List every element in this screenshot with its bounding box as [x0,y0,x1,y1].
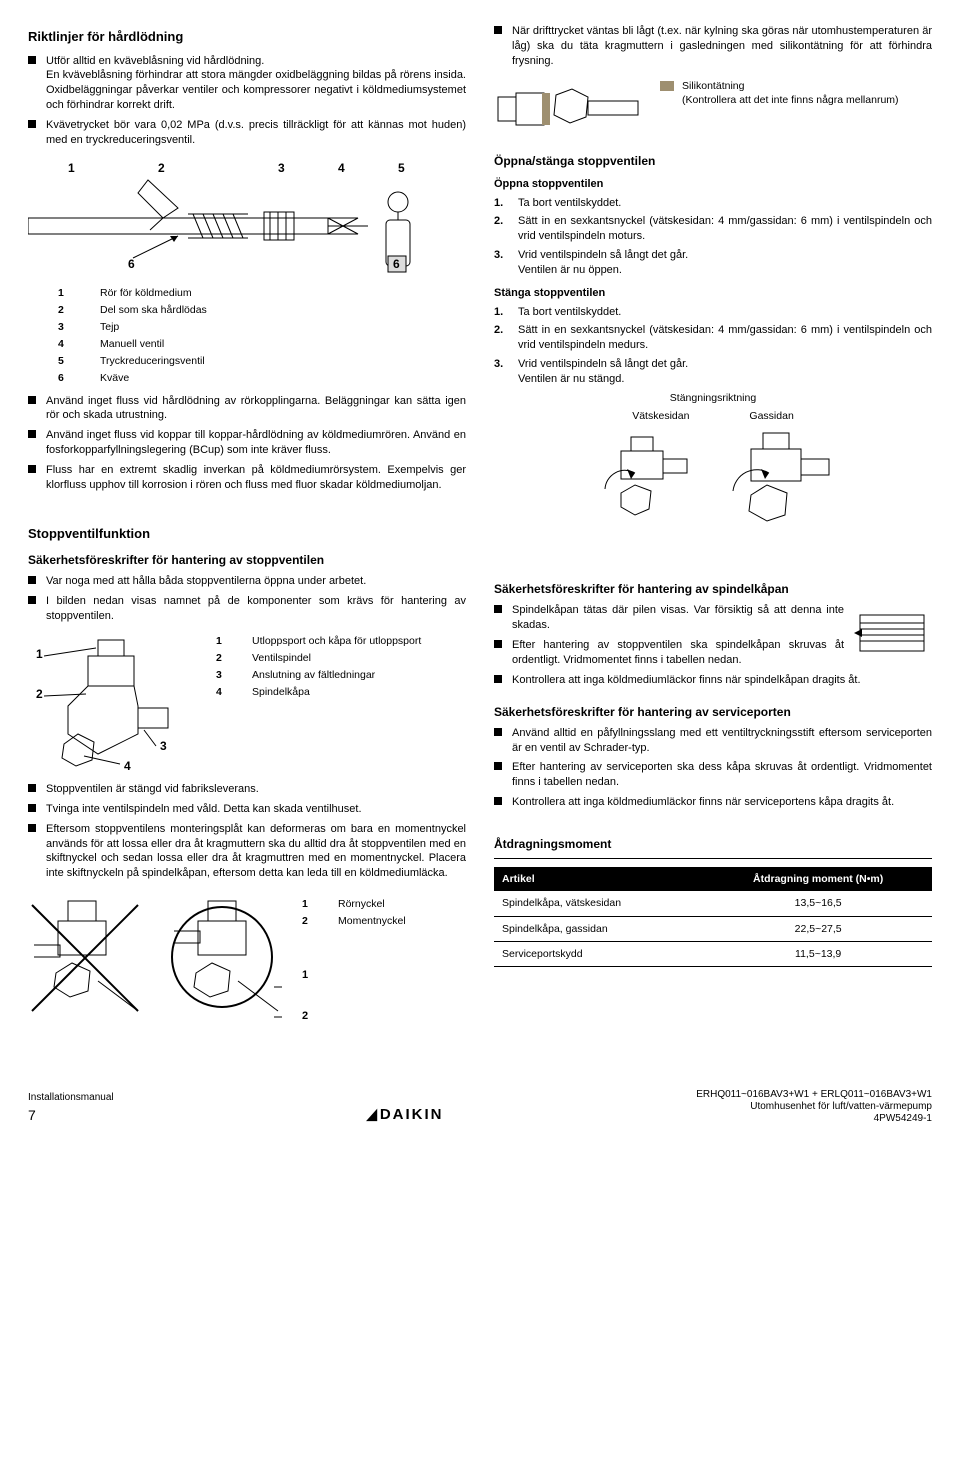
svg-text:6: 6 [393,257,400,271]
figure-stopvalve: 1 2 3 4 1Utloppsport och kåpa för utlopp… [28,634,466,774]
riktlinjer-list-2: Använd inget fluss vid hårdlödning av rö… [28,394,466,493]
heading-stoppventilfunktion: Stoppventilfunktion [28,525,466,543]
svg-text:4: 4 [338,161,345,175]
list-item: Använd inget fluss vid hårdlödning av rö… [28,394,466,424]
service-list: Använd alltid en påfyllningsslang med et… [494,726,932,810]
svg-text:4: 4 [124,759,131,773]
list-item: Kontrollera att inga köldmediumläckor fi… [494,795,932,810]
figure-brazing-legend: 1Rör för köldmedium 2Del som ska hårdlöd… [58,286,466,386]
heading-sakerhet-service: Säkerhetsföreskrifter för hantering av s… [494,704,932,720]
list-item: Vrid ventilspindeln så långt det går.Ven… [494,248,932,278]
stopp-list-2: Stoppventilen är stängd vid fabrikslever… [28,782,466,881]
list-item: Utför alltid en kväveblåsning vid hårdlö… [28,54,466,113]
list-item: Eftersom stoppventilens monteringsplåt k… [28,822,466,881]
list-item: Tvinga inte ventilspindeln med våld. Det… [28,802,466,817]
figure-brazing: 1 2 3 4 5 [28,158,466,278]
table-header: Artikel [494,867,704,891]
list-item: Ta bort ventilskyddet. [494,305,932,320]
list-item: Efter hantering av serviceporten ska des… [494,760,932,790]
table-row: Spindelkåpa, vätskesidan13,5~16,5 [494,891,932,916]
dir-left: Vätskesidan [632,409,689,423]
figure-closing-direction [494,429,932,539]
list-item: I bilden nedan visas namnet på de kompon… [28,594,466,624]
footer-doc-id: 4PW54249-1 [696,1113,932,1125]
list-item: Spindelkåpan tätas där pilen visas. Var … [494,603,932,633]
svg-text:1: 1 [36,647,43,661]
stopp-list-1: Var noga med att hålla båda stoppventile… [28,574,466,624]
heading-sakerhet-stoppventil: Säkerhetsföreskrifter för hantering av s… [28,552,466,568]
list-item: Sätt in en sexkantsnyckel (vätskesidan: … [494,214,932,244]
page-footer: Installationsmanual 7 ◢DAIKIN ERHQ011~01… [28,1089,932,1125]
svg-text:6: 6 [128,257,135,271]
silicone-figure: Silikontätning (Kontrollera att det inte… [494,79,932,139]
heading-oppna-stanga: Öppna/stänga stoppventilen [494,153,932,169]
silicone-label: Silikontätning [682,80,744,92]
stanga-steps: Ta bort ventilskyddet. Sätt in en sexkan… [494,305,932,387]
list-item: Använd alltid en påfyllningsslang med et… [494,726,932,756]
heading-riktlinjer: Riktlinjer för hårdlödning [28,28,466,46]
riktlinjer-list-1: Utför alltid en kväveblåsning vid hårdlö… [28,54,466,148]
svg-text:2: 2 [158,161,165,175]
list-item: Efter hantering av stoppventilen ska spi… [494,638,932,668]
svg-text:2: 2 [36,687,43,701]
brand-logo: ◢DAIKIN [366,1105,443,1125]
list-item: Kvävetrycket bör vara 0,02 MPa (d.v.s. p… [28,118,466,148]
top-right-list: När drifttrycket väntas bli lågt (t.ex. … [494,24,932,69]
list-item: Använd inget fluss vid koppar till koppa… [28,428,466,458]
table-header: Åtdragning moment (N•m) [704,867,932,891]
footer-page-number: 7 [28,1106,114,1125]
dir-right: Gassidan [749,409,793,423]
footer-product: Utomhusenhet för luft/vatten-värmepump [696,1101,932,1113]
heading-sakerhet-spindel: Säkerhetsföreskrifter för hantering av s… [494,581,932,597]
spindel-list: Spindelkåpan tätas där pilen visas. Var … [494,603,932,687]
figure-wrench: 1Rörnyckel 2Momentnyckel 1 2 [28,891,466,1041]
footer-left-title: Installationsmanual [28,1092,114,1104]
footer-model: ERHQ011~016BAV3+W1 + ERLQ011~016BAV3+W1 [696,1089,932,1101]
table-row: Serviceportskydd11,5~13,9 [494,941,932,966]
list-item: När drifttrycket väntas bli lågt (t.ex. … [494,24,932,69]
svg-text:3: 3 [160,739,167,753]
table-row: Spindelkåpa, gassidan22,5~27,5 [494,916,932,941]
list-item: Kontrollera att inga köldmediumläckor fi… [494,673,932,688]
svg-text:1: 1 [68,161,75,175]
list-item: Stoppventilen är stängd vid fabrikslever… [28,782,466,797]
list-item: Vrid ventilspindeln så långt det går.Ven… [494,357,932,387]
heading-stanga: Stänga stoppventilen [494,286,932,301]
svg-text:3: 3 [278,161,285,175]
torque-table: Artikel Åtdragning moment (N•m) Spindelk… [494,867,932,967]
silicone-note: (Kontrollera att det inte finns några me… [682,94,899,106]
list-item: Var noga med att hålla båda stoppventile… [28,574,466,589]
oppna-steps: Ta bort ventilskyddet. Sätt in en sexkan… [494,196,932,278]
heading-oppna: Öppna stoppventilen [494,177,932,192]
list-item: Fluss har en extremt skadlig inverkan på… [28,463,466,493]
svg-text:5: 5 [398,161,405,175]
closing-direction-title: Stängningsriktning [494,391,932,405]
list-item: Ta bort ventilskyddet. [494,196,932,211]
list-item: Sätt in en sexkantsnyckel (vätskesidan: … [494,323,932,353]
heading-torque: Åtdragningsmoment [494,836,932,852]
